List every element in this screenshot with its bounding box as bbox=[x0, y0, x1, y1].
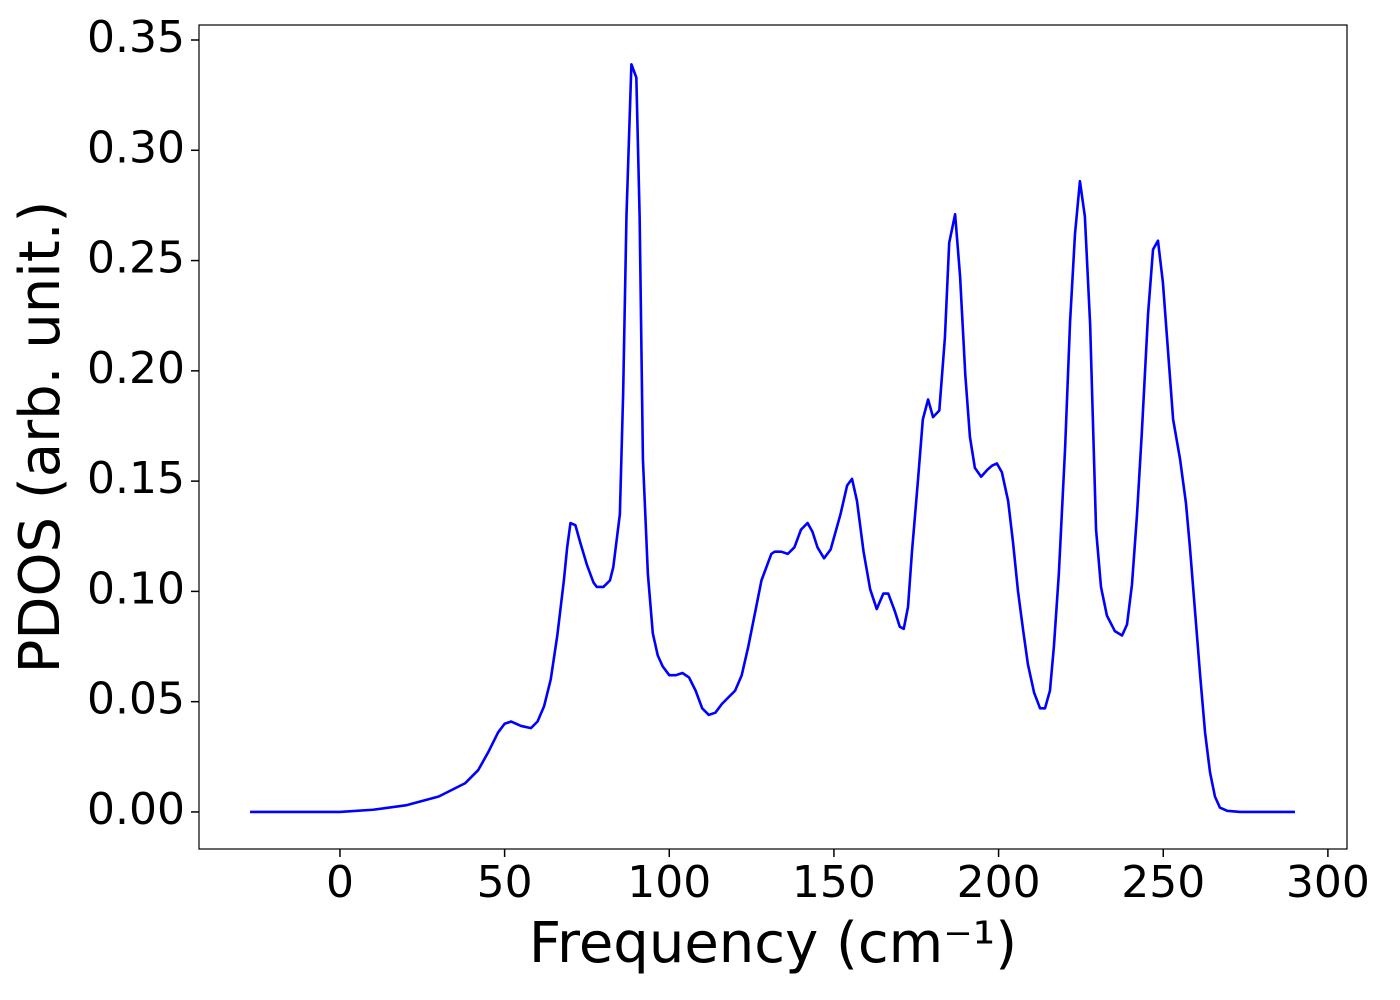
x-tick-label: 150 bbox=[792, 857, 876, 908]
y-tick-label: 0.20 bbox=[87, 343, 185, 394]
x-tick-label: 100 bbox=[627, 857, 711, 908]
x-tick-label: 250 bbox=[1121, 857, 1205, 908]
y-tick-label: 0.00 bbox=[87, 784, 185, 835]
line-series bbox=[250, 62, 1295, 814]
y-tick-label: 0.25 bbox=[87, 233, 185, 284]
x-tick-label: 50 bbox=[477, 857, 533, 908]
plot-frame bbox=[198, 24, 1348, 850]
y-tick-label: 0.30 bbox=[87, 122, 185, 173]
x-tick-label: 300 bbox=[1286, 857, 1370, 908]
y-tick-label: 0.05 bbox=[87, 674, 185, 725]
y-axis-label: PDOS (arb. unit.) bbox=[8, 201, 73, 674]
x-tick-label: 200 bbox=[957, 857, 1041, 908]
y-tick-label: 0.15 bbox=[87, 453, 185, 504]
y-tick-label: 0.35 bbox=[87, 12, 185, 63]
y-tick-label: 0.10 bbox=[87, 563, 185, 614]
x-tick-label: 0 bbox=[326, 857, 354, 908]
x-axis-label: Frequency (cm⁻¹) bbox=[529, 911, 1017, 976]
